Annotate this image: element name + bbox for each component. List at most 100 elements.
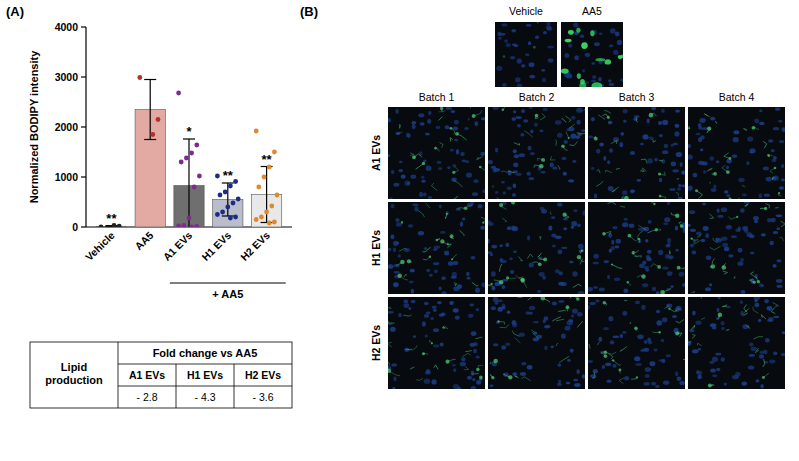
data-point xyxy=(228,216,233,221)
lipid-stain xyxy=(653,203,655,205)
lipid-stain xyxy=(715,121,717,123)
nucleus xyxy=(629,223,635,228)
lipid-stain xyxy=(677,178,679,180)
nucleus xyxy=(533,321,539,323)
nucleus xyxy=(773,231,778,234)
nucleus xyxy=(411,300,416,303)
lipid-stain xyxy=(657,265,661,269)
lipid-stain xyxy=(779,237,783,241)
lipid-stain xyxy=(628,234,632,238)
nucleus xyxy=(637,179,642,182)
lipid-stain xyxy=(730,198,740,199)
nucleus xyxy=(710,323,717,327)
nucleus xyxy=(591,62,595,65)
nucleus xyxy=(697,371,702,375)
data-point xyxy=(194,224,199,227)
nucleus xyxy=(424,379,431,384)
nucleus xyxy=(493,343,499,346)
lipid-stain xyxy=(412,345,417,350)
nucleus xyxy=(667,238,671,243)
lipid-stain xyxy=(555,140,556,146)
image-background xyxy=(688,297,785,389)
nucleus xyxy=(733,137,739,142)
nucleus xyxy=(700,149,703,152)
nucleus xyxy=(512,43,517,46)
y-tick xyxy=(81,226,86,227)
nucleus xyxy=(428,196,433,199)
nucleus xyxy=(603,260,609,263)
nucleus xyxy=(426,269,430,272)
nucleus xyxy=(396,242,399,245)
nucleus xyxy=(511,117,516,121)
data-point xyxy=(176,224,181,227)
lipid-stain xyxy=(659,160,663,161)
nucleus xyxy=(716,160,719,163)
lipid-stain xyxy=(573,284,581,287)
nucleus xyxy=(521,109,525,113)
nucleus xyxy=(557,363,561,366)
lipid-stain xyxy=(611,140,617,144)
nucleus xyxy=(507,310,510,313)
nucleus xyxy=(717,209,720,213)
data-point xyxy=(254,217,259,222)
nucleus xyxy=(572,160,576,163)
nucleus xyxy=(768,139,773,142)
nucleus xyxy=(621,132,624,136)
nucleus xyxy=(495,148,498,153)
nucleus xyxy=(709,283,712,286)
nucleus xyxy=(706,256,711,260)
nucleus xyxy=(411,175,417,179)
nucleus xyxy=(573,23,578,28)
nucleus xyxy=(473,179,479,183)
lipid-stain xyxy=(502,108,505,111)
nucleus xyxy=(609,83,615,86)
lipid-stain xyxy=(743,313,748,316)
lipid-stain xyxy=(668,308,670,310)
nucleus xyxy=(726,225,732,230)
nucleus xyxy=(712,374,717,377)
lipid-stain xyxy=(781,221,785,227)
nucleus xyxy=(391,170,394,174)
lipid-stain xyxy=(604,111,611,113)
lipid-stain xyxy=(562,213,566,217)
lipid-stain xyxy=(653,139,656,142)
nucleus xyxy=(670,285,674,288)
lipid-stain xyxy=(772,177,773,180)
table-column-header: A1 EVs xyxy=(129,369,165,381)
nucleus xyxy=(753,216,759,220)
nucleus xyxy=(622,331,626,334)
nucleus xyxy=(659,178,662,183)
lipid-stain xyxy=(493,359,497,363)
nucleus xyxy=(732,375,739,379)
nucleus xyxy=(654,158,658,162)
nucleus xyxy=(398,254,401,258)
nucleus xyxy=(547,46,553,49)
lipid-stain xyxy=(709,182,711,183)
nucleus xyxy=(424,247,427,250)
nucleus xyxy=(401,175,406,179)
data-point xyxy=(197,174,202,179)
nucleus xyxy=(609,45,614,48)
nucleus xyxy=(558,380,561,384)
nucleus xyxy=(590,375,593,378)
nucleus xyxy=(555,236,562,239)
nucleus xyxy=(659,134,663,137)
nucleus xyxy=(431,379,436,384)
lipid-stain xyxy=(764,207,767,210)
nucleus xyxy=(582,69,585,72)
data-point xyxy=(223,190,228,195)
nucleus xyxy=(523,119,528,122)
nucleus xyxy=(551,346,554,349)
lipid-stain xyxy=(561,69,569,74)
nucleus xyxy=(761,233,766,236)
data-point xyxy=(256,185,261,190)
nucleus xyxy=(513,162,518,167)
nucleus xyxy=(582,374,585,378)
nucleus xyxy=(430,317,433,320)
lipid-stain xyxy=(773,302,779,306)
data-point xyxy=(220,210,225,215)
nucleus xyxy=(688,186,693,191)
lipid-stain xyxy=(729,197,731,199)
nucleus xyxy=(679,272,685,277)
nucleus xyxy=(567,128,572,131)
